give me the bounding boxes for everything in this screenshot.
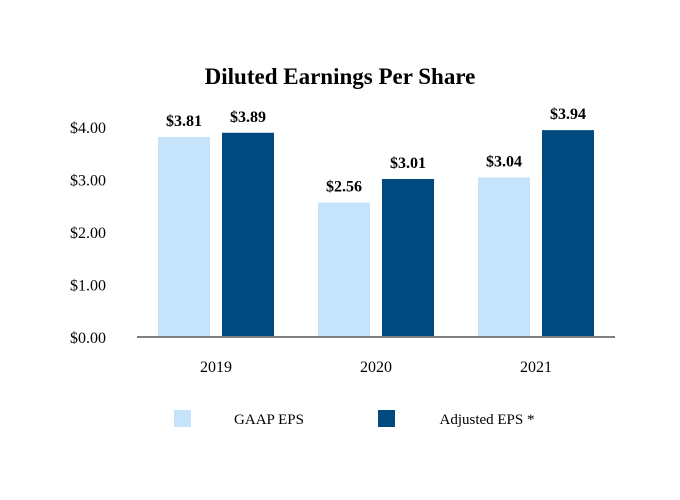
bar-gaap-2020 <box>318 202 370 337</box>
x-category-label: 2020 <box>360 359 392 376</box>
data-label-gaap-2021: $3.04 <box>486 153 522 170</box>
bar-gaap-2021 <box>478 177 530 337</box>
bar-adjusted-2019 <box>222 132 274 337</box>
data-label-adjusted-2019: $3.89 <box>230 109 266 126</box>
y-tick-label: $1.00 <box>70 278 106 295</box>
data-label-gaap-2019: $3.81 <box>166 113 202 130</box>
legend-swatch-gaap <box>174 410 191 427</box>
bar-gaap-2019 <box>158 136 210 337</box>
data-label-adjusted-2020: $3.01 <box>390 155 426 172</box>
y-tick-label: $2.00 <box>70 225 106 242</box>
x-category-label: 2021 <box>520 359 552 376</box>
x-category-label: 2019 <box>200 359 232 376</box>
legend-label-gaap: GAAP EPS <box>234 412 304 428</box>
y-tick-label: $3.00 <box>70 173 106 190</box>
legend-label-adjusted: Adjusted EPS * <box>439 412 534 428</box>
bar-adjusted-2020 <box>382 178 434 337</box>
y-tick-label: $0.00 <box>70 330 106 347</box>
data-label-gaap-2020: $2.56 <box>326 179 362 196</box>
bar-adjusted-2021 <box>542 130 594 337</box>
bars <box>158 130 594 337</box>
chart-title: Diluted Earnings Per Share <box>205 64 476 89</box>
data-label-adjusted-2021: $3.94 <box>550 106 586 123</box>
y-tick-label: $4.00 <box>70 120 106 137</box>
legend-swatch-adjusted <box>378 410 395 427</box>
x-axis-categories: 2019 2020 2021 <box>200 359 552 376</box>
data-labels: $3.81 $3.89 $2.56 $3.01 $3.04 $3.94 <box>166 106 586 195</box>
legend: GAAP EPS Adjusted EPS * <box>174 410 535 428</box>
y-axis-ticks: $0.00 $1.00 $2.00 $3.00 $4.00 <box>70 120 106 347</box>
